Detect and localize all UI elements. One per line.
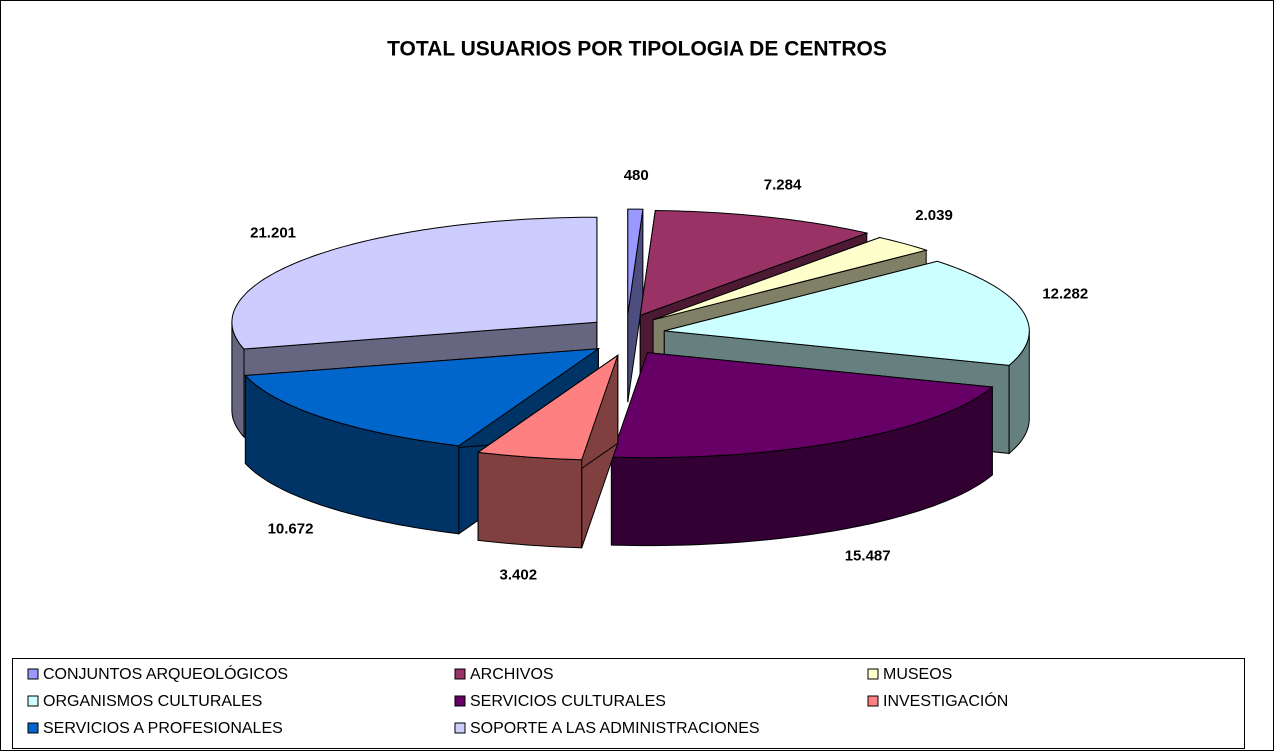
chart-title: TOTAL USUARIOS POR TIPOLOGIA DE CENTROS xyxy=(387,38,887,61)
legend-swatch xyxy=(867,695,879,707)
slice xyxy=(627,208,644,403)
slice-top xyxy=(639,209,869,317)
legend-box xyxy=(12,658,1245,749)
data-label: 15.487 xyxy=(845,548,891,565)
slice-top xyxy=(610,352,994,459)
legend-swatch xyxy=(454,695,466,707)
legend-swatch xyxy=(454,722,466,734)
data-label: 21.201 xyxy=(250,224,296,241)
legend-label: ARCHIVOS xyxy=(470,666,554,683)
data-label: 2.039 xyxy=(915,207,953,224)
legend-label: SERVICIOS CULTURALES xyxy=(470,693,666,710)
slice-outer-wall xyxy=(477,451,583,549)
slice-top xyxy=(652,236,928,321)
legend-label: SOPORTE A LAS ADMINISTRACIONES xyxy=(470,720,760,737)
data-label: 7.284 xyxy=(764,176,802,193)
legend-swatch xyxy=(27,695,39,707)
data-label: 12.282 xyxy=(1042,285,1088,302)
data-label: 3.402 xyxy=(500,566,538,583)
data-label: 10.672 xyxy=(268,521,314,538)
slice xyxy=(610,352,994,547)
slice-top xyxy=(664,260,1030,366)
legend-label: SERVICIOS A PROFESIONALES xyxy=(43,720,283,737)
legend-label: ORGANISMOS CULTURALES xyxy=(43,693,262,710)
legend-swatch xyxy=(867,668,879,680)
data-label: 480 xyxy=(624,167,649,184)
legend-label: MUSEOS xyxy=(883,666,952,683)
slice-top xyxy=(231,216,598,350)
legend-swatch xyxy=(454,668,466,680)
legend-swatch xyxy=(27,722,39,734)
legend-label: CONJUNTOS ARQUEOLÓGICOS xyxy=(43,664,288,683)
slice xyxy=(476,354,619,549)
slice-top xyxy=(244,348,601,447)
slice-top xyxy=(476,354,619,461)
legend-label: INVESTIGACIÓN xyxy=(883,691,1008,710)
legend-swatch xyxy=(27,668,39,680)
slice-top xyxy=(627,208,644,315)
